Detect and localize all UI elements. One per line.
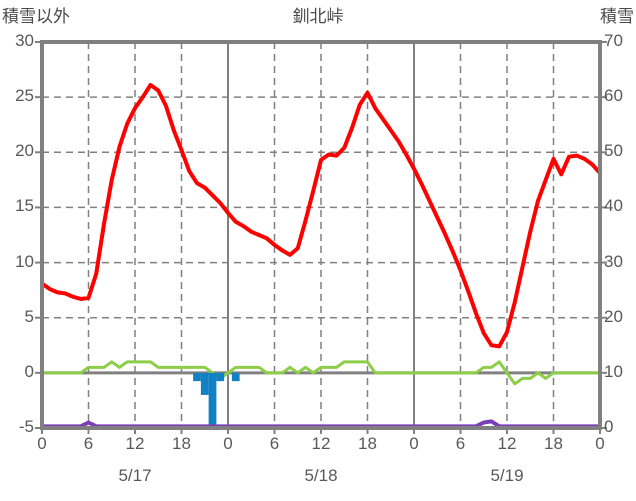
precipitation-bar xyxy=(231,372,240,382)
y-axis-tick-left: 0 xyxy=(24,361,34,381)
x-axis-tick: 0 xyxy=(223,434,233,453)
right-axis-title: 積雪 xyxy=(600,7,634,26)
x-axis-tick: 12 xyxy=(497,434,517,453)
snow-depth-line xyxy=(40,360,602,386)
y-axis-tick-right: 10 xyxy=(604,361,623,381)
x-axis-tick: 0 xyxy=(37,434,47,453)
y-axis-tick-left: 25 xyxy=(15,86,34,106)
precipitation-bar xyxy=(193,372,201,382)
y-axis-tick-left: 30 xyxy=(15,31,34,50)
y-axis-tick-left: 10 xyxy=(15,251,34,271)
y-axis-tick-right: 30 xyxy=(604,251,623,271)
x-axis-tick: 6 xyxy=(455,434,466,453)
left-axis-title: 積雪以外 xyxy=(2,7,70,26)
x-axis-date-label: 5/18 xyxy=(304,466,338,485)
x-axis-tick: 6 xyxy=(83,434,94,453)
x-axis-tick: 0 xyxy=(595,434,605,453)
y-axis-tick-left: 5 xyxy=(24,306,34,326)
y-axis-tick-right: 50 xyxy=(604,141,623,161)
temperature-line xyxy=(40,83,602,349)
page-title: 釧北峠 xyxy=(292,7,344,26)
y-axis-tick-left: 15 xyxy=(15,196,34,216)
x-axis-date-label: 5/19 xyxy=(490,466,524,485)
x-axis-tick: 18 xyxy=(358,434,377,453)
y-axis-tick-left: -5 xyxy=(18,417,34,436)
y-axis-tick-right: 0 xyxy=(604,417,614,436)
y-axis-tick-right: 40 xyxy=(604,196,623,216)
x-axis-date-label: 5/17 xyxy=(118,466,152,485)
y-axis-tick-right: 70 xyxy=(604,31,623,50)
precipitation-bar xyxy=(208,372,217,426)
precipitation-bar xyxy=(200,372,209,395)
x-axis-tick: 12 xyxy=(311,434,331,453)
x-axis-tick: 6 xyxy=(269,434,280,453)
y-axis-tick-left: 20 xyxy=(15,141,34,161)
x-axis-tick: 18 xyxy=(172,434,191,453)
x-axis-tick: 18 xyxy=(544,434,563,453)
y-axis-tick-right: 60 xyxy=(604,86,623,106)
y-axis-tick-right: 20 xyxy=(604,306,623,326)
ground-line xyxy=(40,419,602,429)
x-axis-tick: 12 xyxy=(125,434,145,453)
x-axis-tick: 0 xyxy=(409,434,419,453)
precipitation-bar xyxy=(216,372,225,382)
